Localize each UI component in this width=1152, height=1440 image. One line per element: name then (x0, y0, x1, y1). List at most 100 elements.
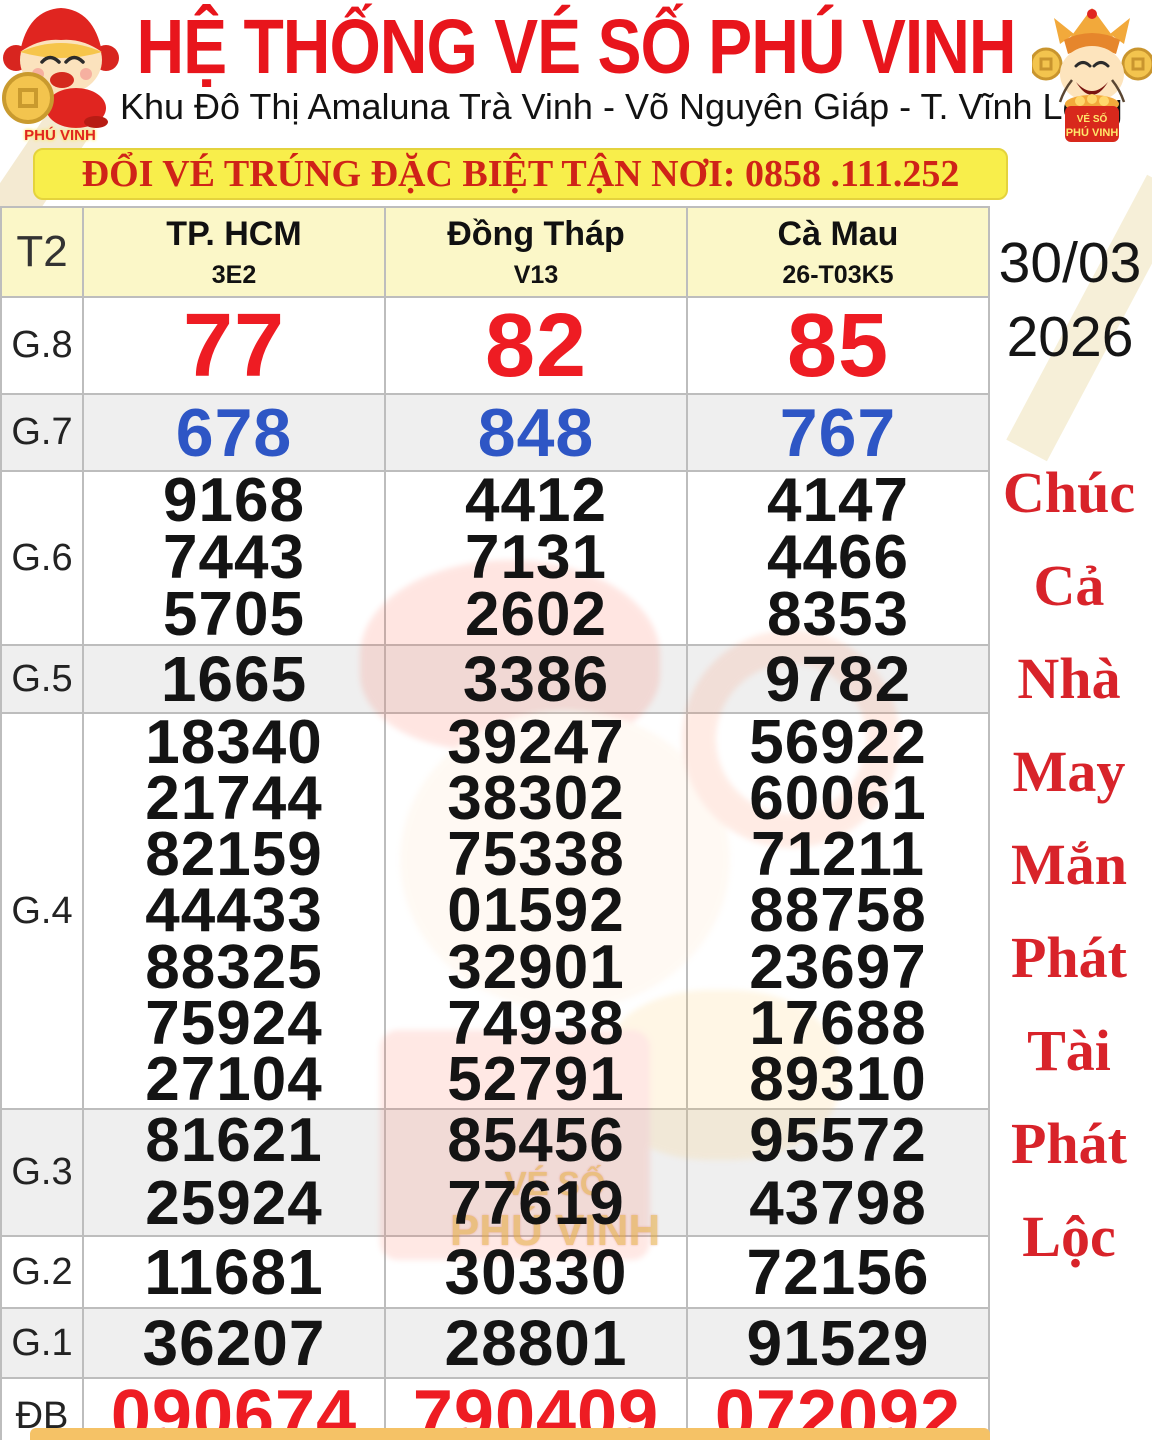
prize-number: 52791 (447, 1045, 625, 1115)
prize-number: 88758 (749, 876, 927, 946)
prize-cell-g6-col3: 4147 4466 8353 (686, 465, 988, 650)
prize-number: 32901 (447, 932, 625, 1002)
prize-label: G.2 (11, 1250, 73, 1293)
prize-number: 56922 (749, 707, 927, 777)
prize-number: 2602 (465, 580, 607, 650)
prize-cell-g7-col1: 678 (82, 395, 384, 470)
prize-cell-g3-col1: 81621 25924 (82, 1110, 384, 1235)
prize-number: 27104 (145, 1045, 323, 1115)
prize-cell-g6-col1: 9168 7443 5705 (82, 465, 384, 646)
prize-number: 95572 (749, 1106, 927, 1176)
prize-number: 7131 (465, 522, 607, 592)
prize-number: 8353 (767, 580, 909, 650)
prize-number: 7443 (163, 522, 305, 592)
station-header-1: TP. HCM 3E2 (82, 208, 384, 296)
prize-number: 11681 (144, 1236, 324, 1308)
prize-number: 77 (182, 295, 286, 396)
prize-label: G.3 (11, 1151, 73, 1193)
prize-number: 85456 (447, 1106, 625, 1176)
draw-date-year: 2026 (1006, 305, 1134, 369)
prize-number: 4412 (465, 465, 607, 535)
prize-cell-g6-col2: 4412 7131 2602 (384, 465, 686, 650)
prize-number: 4147 (767, 465, 909, 535)
prize-row-g2: G.2 11681 30330 72156 (2, 1237, 988, 1309)
prize-number: 9168 (163, 465, 305, 535)
page-subtitle: Khu Đô Thị Amaluna Trà Vinh - Võ Nguyên … (120, 86, 1123, 127)
greeting-word-2: Cả (1033, 553, 1105, 618)
prize-label: G.1 (11, 1321, 73, 1364)
prize-number: 89310 (749, 1045, 927, 1115)
prize-cell-g4-col1: 18340 21744 82159 44433 88325 75924 27104 (82, 707, 384, 1115)
prize-label: G.5 (11, 657, 73, 700)
station-header-2: Đồng Tháp V13 (384, 208, 686, 296)
prize-cell-g4-col2: 39247 38302 75338 01592 32901 74938 52791 (384, 707, 686, 1115)
prize-cell-g5-col3: 9782 (686, 646, 988, 712)
prize-cell-g5-col1: 1665 (82, 646, 384, 712)
greeting-column: Chúc Cả Nhà May Mắn Phát Tài Phát Lộc (990, 446, 1148, 1283)
header: PHÚ VINH HỆ THỐNG VÉ SỐ PHÚ VINH Khu Đô … (0, 0, 1152, 146)
prize-number: 43798 (749, 1168, 927, 1238)
prize-cell-g1-col2: 28801 (384, 1309, 686, 1377)
station-header-3: Cà Mau 26-T03K5 (686, 208, 988, 296)
prize-row-g3: G.3 81621 25924 85456 77619 95572 43798 (2, 1110, 988, 1237)
prize-cell-g2-col2: 30330 (384, 1237, 686, 1307)
prize-number: 18340 (145, 707, 323, 777)
prize-number: 848 (477, 394, 595, 471)
prize-number: 82159 (145, 820, 323, 890)
prize-number: 30330 (444, 1236, 628, 1308)
prize-number: 25924 (145, 1168, 323, 1238)
station-code: 3E2 (211, 260, 257, 289)
prize-number: 767 (779, 394, 897, 471)
prize-number: 38302 (447, 763, 625, 833)
prize-label: G.4 (11, 889, 73, 932)
right-mascot-box-text-1: VÉ SỐ (1077, 111, 1108, 125)
prize-cell-g3-col2: 85456 77619 (384, 1110, 686, 1235)
prize-number: 44433 (145, 876, 323, 946)
prize-label: G.7 (11, 411, 73, 453)
prize-cell-g8-col3: 85 (686, 298, 988, 393)
prize-row-g6: G.6 9168 7443 5705 4412 7131 2602 4147 4466 8353 (2, 465, 988, 650)
prize-number: 28801 (444, 1307, 628, 1379)
greeting-word-8: Phát (1011, 1111, 1127, 1176)
prize-number: 21744 (145, 763, 323, 833)
header-text: HỆ THỐNG VÉ SỐ PHÚ VINH Khu Đô Thị Amalu… (120, 0, 1123, 128)
greeting-word-7: Tài (1027, 1018, 1111, 1083)
prize-number: 60061 (749, 763, 927, 833)
prize-number: 91529 (746, 1307, 930, 1379)
prize-number: 36207 (142, 1307, 326, 1379)
prize-cell-g2-col1: 11681 (82, 1237, 384, 1307)
prize-cell-g8-col2: 82 (384, 298, 686, 393)
prize-cell-g3-col3: 95572 43798 (686, 1110, 988, 1235)
draw-date: 30/03 2026 (992, 226, 1148, 374)
prize-label: G.6 (11, 536, 73, 579)
greeting-word-6: Phát (1011, 925, 1127, 990)
bottom-strip-decoration (30, 1428, 990, 1440)
greeting-word-3: Nhà (1017, 646, 1121, 711)
prize-number: 01592 (447, 876, 625, 946)
left-mascot-image: PHÚ VINH (0, 0, 120, 146)
station-name: Cà Mau (777, 214, 899, 253)
table-header-row: T2 TP. HCM 3E2 Đồng Tháp V13 Cà Mau 26-T03K5 (2, 208, 988, 298)
prize-cell-g1-col3: 91529 (686, 1309, 988, 1377)
prize-cell-g7-col3: 767 (686, 395, 988, 470)
greeting-word-9: Lộc (1022, 1204, 1116, 1269)
prize-number: 678 (175, 394, 293, 471)
prize-cell-g5-col2: 3386 (384, 646, 686, 712)
prize-row-g1: G.1 36207 28801 91529 (2, 1309, 988, 1379)
station-code: V13 (513, 260, 559, 289)
prize-cell-g7-col2: 848 (384, 395, 686, 470)
prize-number: 23697 (749, 932, 927, 1002)
prize-row-g8: G.8 77 82 85 (2, 298, 988, 395)
prize-cell-g8-col1: 77 (82, 298, 384, 393)
prize-number: 4466 (767, 522, 909, 592)
prize-row-g5: G.5 1665 3386 9782 (2, 646, 988, 714)
promo-banner: ĐỔI VÉ TRÚNG ĐẶC BIỆT TẬN NƠI: 0858 .111… (33, 148, 1008, 200)
prize-number: 9782 (764, 643, 912, 715)
prize-number: 74938 (447, 989, 625, 1059)
prize-number: 39247 (447, 707, 625, 777)
prize-number: 85 (786, 295, 890, 396)
god-of-wealth-icon: VÉ SỐ PHÚ VINH (1032, 8, 1152, 142)
prize-number: 1665 (160, 643, 308, 715)
prize-number: 75924 (145, 989, 323, 1059)
